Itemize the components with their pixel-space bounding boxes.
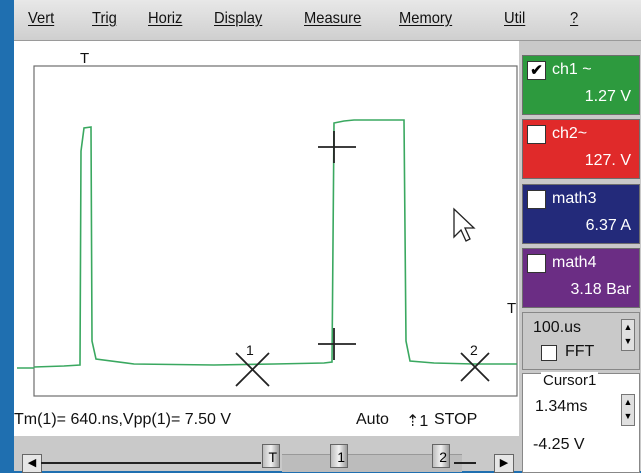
- run-stop-status[interactable]: STOP: [434, 411, 478, 428]
- menu-help[interactable]: ?: [570, 10, 579, 27]
- cursor-voltage-value: -4.25 V: [533, 436, 585, 453]
- cursor-panel-title: Cursor1: [541, 372, 599, 389]
- scroll-marker-cursor2[interactable]: 2: [432, 444, 450, 468]
- acquisition-mode[interactable]: Auto: [356, 411, 389, 428]
- horizontal-scrollbar[interactable]: ◀ T 1 2 ▶: [14, 436, 519, 473]
- trigger-level-marker[interactable]: T: [507, 300, 516, 317]
- fft-label: FFT: [565, 343, 595, 360]
- cursor2-marker[interactable]: 2: [460, 342, 490, 382]
- measurement-readout: Tm(1)= 640.ns,Vpp(1)= 7.50 V: [14, 411, 231, 428]
- cursor-time-value[interactable]: 1.34ms: [535, 398, 588, 415]
- ch1-label: ch1 ~: [552, 61, 592, 78]
- oscilloscope-window: Vert Trig Horiz Display Measure Memory U…: [14, 0, 641, 473]
- measure-crosshair-bottom: [318, 328, 356, 360]
- cursor-panel: Cursor1 1.34ms ▲ ▼ -4.25 V: [522, 372, 640, 473]
- menu-bar: Vert Trig Horiz Display Measure Memory U…: [14, 0, 641, 41]
- fft-checkbox[interactable]: [541, 345, 557, 361]
- timebase-value[interactable]: 100.us: [533, 319, 582, 336]
- cursor-spinner-icon[interactable]: ▲ ▼: [621, 394, 635, 426]
- menu-memory[interactable]: Memory: [399, 10, 453, 27]
- menu-vert[interactable]: Vert: [28, 10, 55, 27]
- cursor2-label: 2: [470, 342, 478, 358]
- scroll-marker-trigger[interactable]: T: [262, 444, 280, 468]
- scroll-track-left: [41, 462, 261, 464]
- math4-scale-value: 3.18 Bar: [570, 281, 631, 298]
- trigger-position-marker[interactable]: T: [80, 50, 89, 67]
- waveform-svg: T 1 2 T: [17, 50, 518, 397]
- waveform-display[interactable]: T 1 2 T: [14, 41, 519, 406]
- ch2-scale-value: 127. V: [584, 152, 631, 169]
- scroll-marker-cursor1[interactable]: 1: [330, 444, 348, 468]
- timebase-spinner-icon[interactable]: ▲ ▼: [621, 319, 635, 351]
- math3-checkbox[interactable]: [527, 190, 546, 209]
- ch1-checkbox[interactable]: ✔: [527, 61, 546, 80]
- menu-util[interactable]: Util: [504, 10, 526, 27]
- graticule-border: [33, 65, 518, 397]
- channel-ch1[interactable]: ✔ ch1 ~ 1.27 V: [522, 55, 640, 115]
- ch1-scale-value: 1.27 V: [584, 88, 631, 105]
- scroll-right-icon[interactable]: ▶: [494, 454, 514, 473]
- menu-trig[interactable]: Trig: [92, 10, 117, 27]
- mouse-pointer-icon: [453, 207, 476, 242]
- menu-display[interactable]: Display: [214, 10, 263, 27]
- scroll-track-right: [282, 454, 462, 472]
- channel-math3[interactable]: math3 6.37 A: [522, 184, 640, 244]
- cursor1-marker[interactable]: 1: [235, 342, 270, 387]
- trigger-source-icon: ⇡1: [406, 413, 429, 430]
- measure-crosshair-top: [318, 131, 356, 163]
- scroll-left-icon[interactable]: ◀: [22, 454, 42, 473]
- status-bar: Tm(1)= 640.ns,Vpp(1)= 7.50 V Auto ⇡1 STO…: [14, 406, 519, 436]
- math4-checkbox[interactable]: [527, 254, 546, 273]
- channel-panel: ✔ ch1 ~ 1.27 V ch2~ 127. V math3 6.37 A …: [519, 41, 641, 473]
- channel-ch2[interactable]: ch2~ 127. V: [522, 119, 640, 179]
- math4-label: math4: [552, 254, 597, 271]
- ch1-trace: [33, 119, 517, 368]
- scroll-track-end: [454, 462, 476, 464]
- menu-horiz[interactable]: Horiz: [148, 10, 183, 27]
- math3-label: math3: [552, 190, 597, 207]
- timebase-control: 100.us ▲ ▼ FFT: [522, 312, 640, 370]
- cursor1-label: 1: [246, 342, 254, 358]
- ch2-label: ch2~: [552, 125, 588, 142]
- channel-math4[interactable]: math4 3.18 Bar: [522, 248, 640, 308]
- menu-measure[interactable]: Measure: [304, 10, 362, 27]
- ch2-checkbox[interactable]: [527, 125, 546, 144]
- math3-scale-value: 6.37 A: [585, 217, 631, 234]
